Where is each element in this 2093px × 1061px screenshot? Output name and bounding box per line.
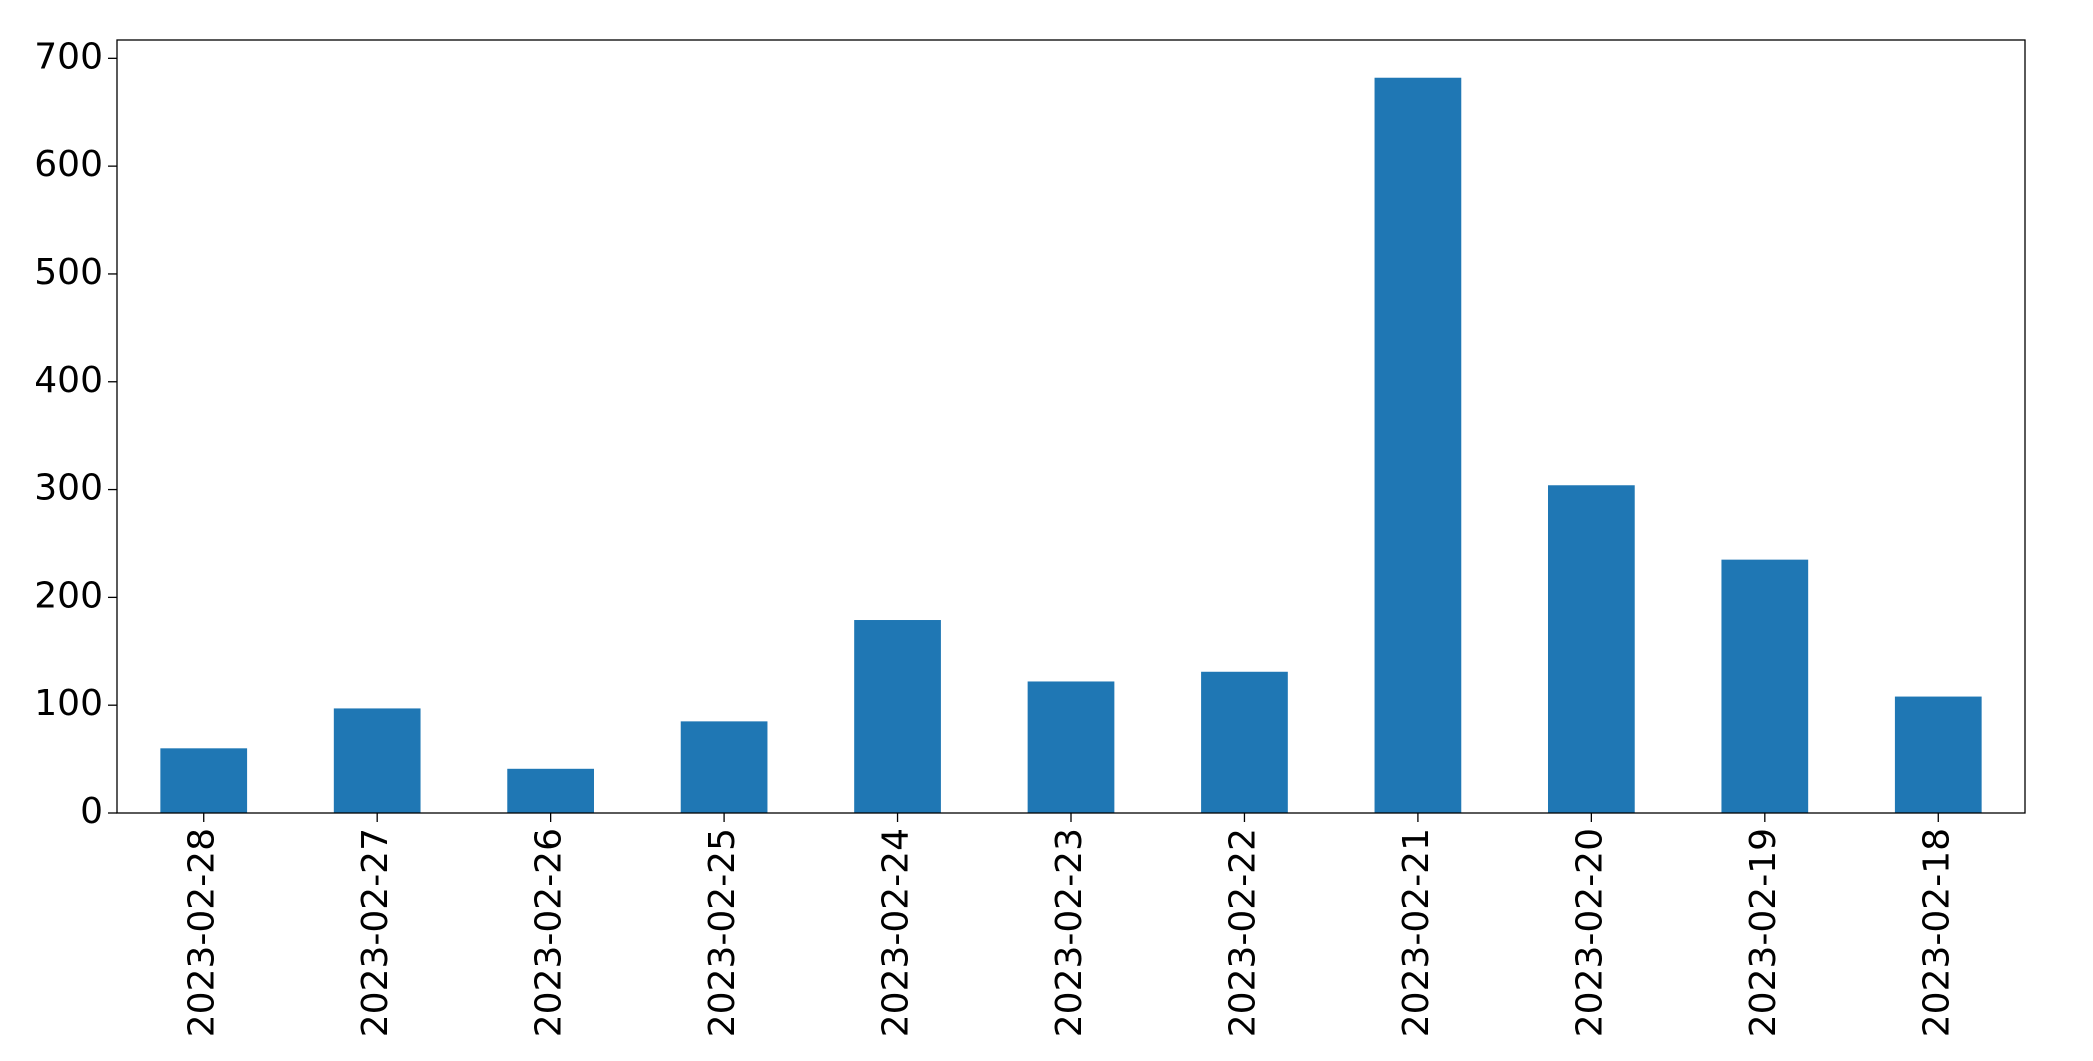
y-tick-label: 500 [34, 252, 103, 293]
x-tick-label: 2023-02-25 [702, 828, 743, 1037]
bar [680, 721, 768, 813]
x-tick-label: 2023-02-21 [1396, 828, 1437, 1037]
x-tick-label: 2023-02-24 [876, 828, 917, 1037]
bar [1721, 559, 1809, 813]
x-tick-label: 2023-02-19 [1743, 828, 1784, 1037]
y-tick-label: 600 [34, 144, 103, 185]
x-tick-label: 2023-02-27 [355, 828, 396, 1037]
y-tick-label: 300 [34, 468, 103, 509]
bar [854, 620, 941, 813]
bar [1374, 77, 1462, 813]
x-tick-label: 2023-02-28 [182, 828, 223, 1037]
bar [1027, 681, 1115, 813]
x-tick-label: 2023-02-26 [529, 828, 570, 1037]
x-tick-label: 2023-02-23 [1049, 828, 1090, 1037]
plot-frame [116, 39, 2026, 814]
bar [1548, 485, 1635, 813]
y-tick-label: 100 [34, 683, 103, 724]
bar [160, 748, 248, 813]
bar [507, 768, 594, 813]
bar [1201, 671, 1288, 813]
x-tick-label: 2023-02-20 [1569, 828, 1610, 1037]
bar [1894, 696, 1982, 813]
y-tick-label: 700 [34, 36, 103, 77]
x-tick-label: 2023-02-18 [1916, 828, 1957, 1037]
y-tick-label: 400 [34, 360, 103, 401]
bar [333, 708, 421, 813]
y-tick-label: 200 [34, 575, 103, 616]
x-tick-label: 2023-02-22 [1222, 828, 1263, 1037]
y-tick-label: 0 [80, 791, 103, 832]
